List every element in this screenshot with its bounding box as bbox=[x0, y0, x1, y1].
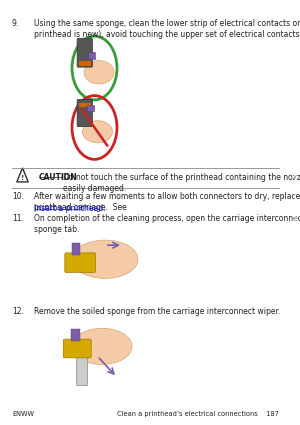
Text: Do not touch the surface of the printhead containing the nozzles, which are
easi: Do not touch the surface of the printhea… bbox=[63, 173, 300, 193]
FancyBboxPatch shape bbox=[77, 38, 92, 67]
Text: After waiting a few moments to allow both connectors to dry, replace the printhe: After waiting a few moments to allow bot… bbox=[34, 192, 300, 212]
Text: On completion of the cleaning process, open the carriage interconnect wiper by p: On completion of the cleaning process, o… bbox=[34, 214, 300, 234]
Bar bbox=[87, 105, 94, 111]
Text: Remove the soiled sponge from the carriage interconnect wiper.: Remove the soiled sponge from the carria… bbox=[34, 307, 281, 316]
Bar bbox=[88, 52, 94, 59]
Text: 11.: 11. bbox=[12, 214, 24, 223]
Text: ENWW: ENWW bbox=[12, 411, 34, 417]
Text: How do I... (ink system topics): How do I... (ink system topics) bbox=[292, 163, 297, 254]
Text: 9.: 9. bbox=[12, 19, 19, 28]
Text: Clean a printhead’s electrical connections    187: Clean a printhead’s electrical connectio… bbox=[117, 411, 279, 417]
Ellipse shape bbox=[72, 240, 138, 278]
Bar bbox=[72, 243, 80, 255]
Bar bbox=[71, 329, 80, 341]
Text: Insert a printhead.: Insert a printhead. bbox=[34, 204, 106, 213]
FancyBboxPatch shape bbox=[65, 253, 96, 272]
Bar bbox=[79, 61, 91, 66]
Text: CAUTION: CAUTION bbox=[39, 173, 78, 181]
Text: 10.: 10. bbox=[12, 192, 24, 201]
FancyBboxPatch shape bbox=[63, 339, 91, 358]
FancyBboxPatch shape bbox=[77, 99, 92, 127]
Text: 12.: 12. bbox=[12, 307, 24, 316]
Bar bbox=[79, 103, 91, 107]
Ellipse shape bbox=[72, 328, 132, 365]
Text: !: ! bbox=[21, 175, 24, 181]
Text: Using the same sponge, clean the lower strip of electrical contacts on the print: Using the same sponge, clean the lower s… bbox=[34, 19, 300, 39]
Ellipse shape bbox=[84, 61, 114, 84]
Ellipse shape bbox=[82, 121, 112, 143]
Bar bbox=[76, 344, 87, 385]
